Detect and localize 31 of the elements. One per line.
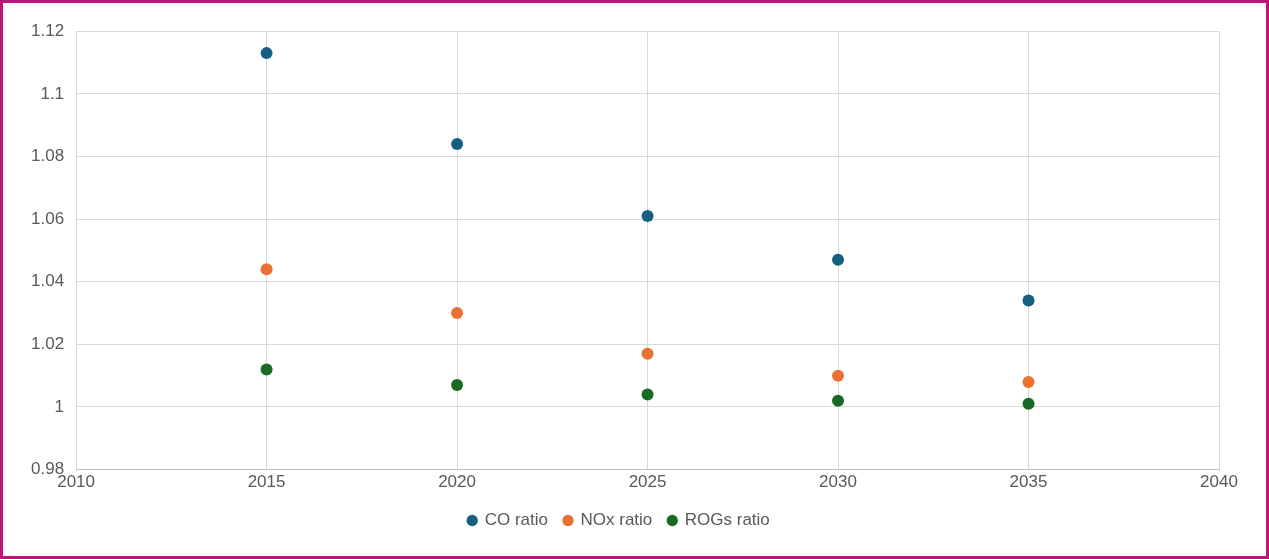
y-tick-label: 1.06	[30, 208, 65, 228]
legend-label: CO ratio	[484, 510, 548, 530]
point	[1022, 375, 1035, 388]
y-tick-label: 1.1	[40, 83, 65, 103]
x-tick-label: 2030	[819, 472, 857, 492]
point	[832, 253, 845, 266]
legend-label: ROGs ratio	[684, 510, 770, 530]
point	[641, 347, 654, 360]
x-tick-label: 2015	[247, 472, 286, 492]
point	[641, 209, 654, 222]
y-tick-label: 1.08	[30, 146, 65, 166]
x-tick-label: 2020	[438, 472, 476, 492]
point	[832, 369, 845, 382]
point	[451, 307, 464, 320]
point	[260, 363, 273, 376]
point	[451, 379, 464, 392]
point	[641, 388, 654, 401]
point	[832, 394, 845, 407]
point	[1022, 397, 1035, 410]
x-tick-label: 2040	[1200, 472, 1238, 492]
x-tick-label: 2025	[628, 472, 667, 492]
x-tick-label: 2035	[1009, 472, 1048, 492]
point	[260, 47, 273, 60]
point	[1022, 294, 1035, 307]
legend-label: NOx ratio	[580, 510, 653, 530]
y-tick-label: 1.12	[30, 20, 65, 40]
point	[260, 263, 273, 276]
y-tick-label: 1.02	[30, 334, 65, 354]
y-tick-label: 1	[54, 396, 65, 416]
point	[451, 137, 464, 150]
y-tick-label: 1.04	[30, 271, 65, 291]
